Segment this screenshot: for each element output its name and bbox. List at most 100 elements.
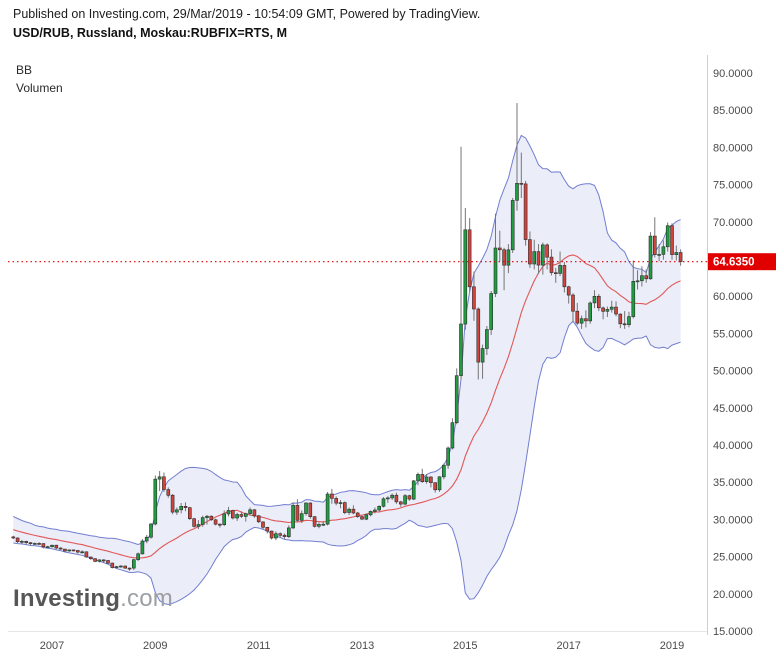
candle <box>416 474 420 482</box>
candle <box>355 512 360 517</box>
candle <box>295 505 300 521</box>
symbol-title: USD/RUB, Russland, Moskau:RUBFIX=RTS, M <box>13 26 287 40</box>
y-axis-label: 80.0000 <box>713 142 753 154</box>
candle <box>373 509 377 512</box>
candle <box>528 239 532 265</box>
candle <box>601 307 605 312</box>
candle <box>609 306 614 310</box>
y-axis-label: 70.0000 <box>713 217 753 229</box>
y-axis-label: 45.0000 <box>713 403 753 415</box>
candle <box>50 544 54 548</box>
candle <box>420 474 425 482</box>
candle <box>411 480 416 500</box>
candle <box>614 306 618 315</box>
candle <box>381 498 386 507</box>
candle <box>32 543 37 545</box>
x-axis-label: 2019 <box>660 640 684 652</box>
candle <box>11 536 16 539</box>
candle <box>480 348 485 363</box>
candle <box>463 229 468 325</box>
candle <box>119 565 123 568</box>
candle <box>144 536 149 542</box>
y-axis-label: 85.0000 <box>713 105 753 117</box>
candle <box>390 494 394 499</box>
candle <box>342 502 347 513</box>
candle <box>200 517 205 525</box>
candle <box>360 516 364 520</box>
bollinger-basis-line <box>13 254 681 559</box>
x-axis-label: 2011 <box>247 640 271 652</box>
candle <box>97 559 102 562</box>
bollinger-band <box>13 134 681 606</box>
candle <box>106 560 110 564</box>
candle <box>265 526 270 532</box>
candle <box>523 183 528 240</box>
x-axis-label: 2007 <box>40 640 64 652</box>
candle <box>467 229 472 288</box>
y-axis-label: 60.0000 <box>713 291 753 303</box>
candle <box>205 515 209 518</box>
y-axis-label: 20.0000 <box>713 589 753 601</box>
candle <box>84 551 89 558</box>
candle <box>627 316 631 326</box>
candle <box>450 422 455 449</box>
candle <box>545 244 549 258</box>
candle <box>506 249 511 266</box>
candle <box>110 562 115 568</box>
candle <box>317 524 321 527</box>
candle <box>278 533 283 536</box>
candle <box>175 509 179 513</box>
candle <box>15 537 20 543</box>
y-axis-label: 40.0000 <box>713 440 753 452</box>
candle <box>123 565 127 569</box>
indicator-label-bb: BB <box>16 63 33 77</box>
candle <box>618 313 623 325</box>
candle <box>269 530 274 539</box>
candle <box>441 464 446 478</box>
candle <box>170 494 175 513</box>
y-axis-label: 50.0000 <box>713 366 753 378</box>
candle <box>76 550 80 553</box>
candle <box>162 476 166 490</box>
candle <box>678 252 683 262</box>
candle <box>394 494 399 503</box>
candle <box>640 275 644 282</box>
candle <box>622 323 627 326</box>
candle <box>28 542 33 545</box>
candle <box>454 375 459 424</box>
candle <box>166 489 171 496</box>
candle <box>476 308 481 363</box>
candle <box>321 523 326 526</box>
candle <box>674 252 679 256</box>
candle <box>45 546 50 549</box>
candle <box>334 498 339 504</box>
candle <box>540 244 545 266</box>
candle <box>605 309 610 312</box>
candle <box>553 272 558 275</box>
candle <box>192 518 196 527</box>
candle <box>330 493 334 499</box>
candle <box>218 523 222 526</box>
candle <box>58 547 63 550</box>
candle <box>291 505 295 529</box>
time-axis: 2007 2009 2011 2013 2015 2017 2019 <box>40 640 684 652</box>
candle <box>304 502 308 514</box>
bollinger-fill <box>13 135 681 605</box>
candle <box>149 523 153 538</box>
candle <box>549 256 554 273</box>
candle <box>67 549 71 552</box>
candle <box>515 183 519 201</box>
candle <box>652 235 657 255</box>
candle <box>579 318 584 324</box>
candle <box>657 254 661 256</box>
candle <box>136 553 140 560</box>
candle <box>338 502 343 504</box>
candle <box>385 497 390 500</box>
candle <box>140 540 145 555</box>
indicator-label-volume: Volumen <box>16 81 63 95</box>
candle <box>226 510 231 515</box>
candle <box>377 505 382 511</box>
price-axis: 90.000085.000080.000075.000070.000065.00… <box>8 55 753 638</box>
y-axis-label: 35.0000 <box>713 477 753 489</box>
